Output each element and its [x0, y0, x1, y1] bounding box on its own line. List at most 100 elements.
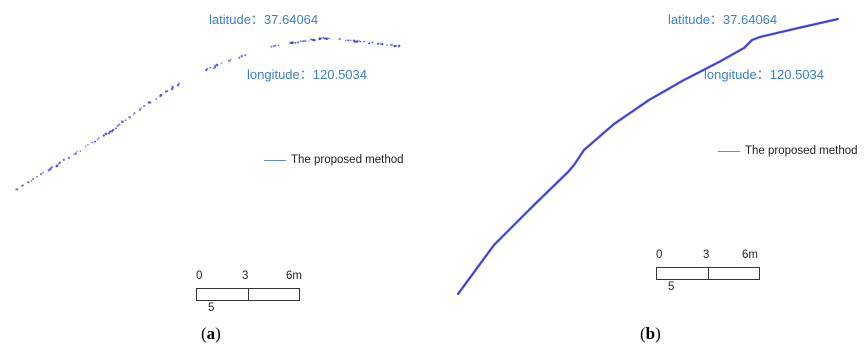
- track-point: [102, 134, 105, 137]
- legend-line-icon: [718, 151, 740, 153]
- track-point: [320, 37, 323, 40]
- track-point: [270, 45, 273, 48]
- track-point: [227, 59, 231, 63]
- track-point: [297, 41, 300, 44]
- track-point: [57, 163, 60, 165]
- track-point: [393, 44, 396, 48]
- legend-a: The proposed method: [264, 154, 404, 167]
- track-points-a: [15, 36, 401, 191]
- track-point: [27, 181, 30, 184]
- track-point: [143, 105, 146, 108]
- track-point: [118, 123, 121, 126]
- track-point: [358, 40, 360, 42]
- track-point: [355, 40, 359, 43]
- track-line-b: [456, 17, 839, 295]
- track-point: [104, 132, 108, 136]
- track-point: [171, 85, 175, 89]
- caption-letter-b: b: [645, 324, 656, 343]
- track-point: [212, 67, 215, 70]
- track-point: [138, 108, 142, 111]
- track-point: [390, 43, 393, 47]
- caption-a: (a): [201, 324, 221, 343]
- track-point: [206, 67, 209, 71]
- track-point: [379, 43, 382, 45]
- track-point: [272, 44, 276, 48]
- track-point: [229, 58, 232, 61]
- track-point: [209, 66, 212, 69]
- track-point: [159, 93, 163, 97]
- scale-box: [196, 288, 300, 301]
- track-point: [313, 39, 316, 42]
- track-line: [457, 18, 839, 295]
- track-point: [62, 158, 65, 162]
- longitude-label-b: longitude：120.5034: [704, 67, 824, 82]
- track-point: [240, 54, 244, 58]
- track-point: [359, 40, 362, 43]
- track-point: [30, 179, 33, 182]
- scale-tick-0: 0: [656, 249, 663, 261]
- track-point: [371, 41, 374, 44]
- track-point: [215, 63, 219, 67]
- longitude-label-a: longitude：120.5034: [247, 67, 367, 82]
- track-point: [274, 44, 277, 47]
- track-point: [36, 176, 38, 178]
- track-point: [347, 39, 350, 42]
- track-point: [244, 54, 247, 57]
- track-point: [178, 82, 180, 85]
- track-point: [140, 107, 143, 109]
- track-point: [120, 120, 124, 124]
- track-point: [94, 140, 97, 143]
- track-point: [76, 150, 78, 153]
- track-point: [381, 42, 384, 46]
- scale-box: [656, 267, 760, 280]
- track-point: [87, 144, 89, 146]
- track-point: [302, 40, 304, 42]
- scale-sub-label: 5: [668, 281, 675, 293]
- track-point: [166, 90, 169, 93]
- track-point: [16, 188, 19, 191]
- track-point: [176, 83, 180, 87]
- caption-b: (b): [640, 324, 661, 343]
- track-point: [292, 41, 294, 44]
- track-point: [304, 39, 307, 43]
- track-point: [74, 152, 78, 155]
- track-point: [32, 177, 35, 181]
- caption-letter-a: a: [206, 324, 216, 343]
- track-point: [349, 39, 352, 42]
- track-point: [22, 184, 25, 187]
- map-panel-a: latitude：37.64064 longitude：120.5034 The…: [15, 13, 404, 343]
- track-point: [96, 138, 99, 141]
- scale-bar-a: 0 3 6m 5: [196, 270, 302, 321]
- scale-sub-label: 5: [208, 302, 215, 314]
- track-point: [377, 42, 380, 45]
- track-point: [398, 44, 401, 47]
- track-point: [148, 101, 152, 104]
- track-point: [39, 173, 43, 176]
- track-point: [353, 40, 357, 43]
- trajectory-track-b: [456, 17, 839, 295]
- track-point: [55, 164, 59, 168]
- scale-tick-6m: 6m: [286, 270, 302, 282]
- track-point: [98, 136, 100, 139]
- track-point: [238, 56, 241, 59]
- track-point: [395, 45, 397, 47]
- track-point: [84, 145, 87, 148]
- track-point: [116, 124, 119, 127]
- track-point: [50, 165, 54, 169]
- legend-b: The proposed method: [718, 145, 858, 158]
- track-point: [107, 132, 110, 135]
- track-point: [133, 112, 136, 115]
- scale-bar-b: 0 3 6m 5: [656, 249, 760, 300]
- track-point: [79, 150, 82, 152]
- track-point: [91, 141, 94, 144]
- track-point: [322, 36, 325, 39]
- track-point: [328, 37, 331, 40]
- track-point: [112, 128, 115, 131]
- track-point: [277, 44, 280, 47]
- scale-divider: [708, 268, 709, 279]
- scale-divider: [248, 289, 249, 300]
- trajectory-track-a: [15, 36, 401, 191]
- track-point: [124, 119, 127, 122]
- legend-line-icon: [264, 160, 286, 162]
- map-panel-b: latitude：37.64064 longitude：120.5034 The…: [434, 0, 867, 351]
